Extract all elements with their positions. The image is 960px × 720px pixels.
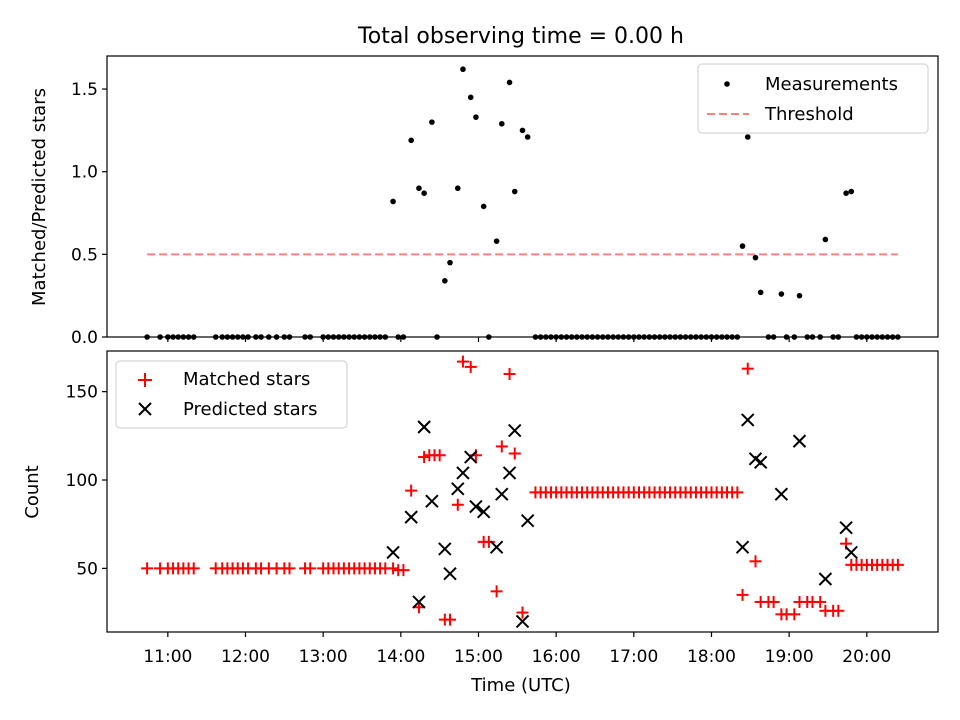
measurement-point: [481, 204, 487, 210]
measurement-point: [390, 199, 396, 205]
measurement-point: [421, 190, 427, 196]
matched-stars-point: [457, 356, 469, 368]
top-panel: 0.0 0.5 1.0 1.5 Matched/Predicted stars Mea…: [29, 56, 938, 348]
matched-stars-point: [452, 499, 464, 511]
predicted-stars-point: [439, 543, 451, 555]
matched-stars-point: [405, 485, 417, 497]
bottom-ytick-label: 50: [76, 559, 98, 579]
measurement-point: [758, 290, 764, 296]
measurement-point: [460, 66, 466, 72]
predicted-stars-point: [755, 456, 767, 468]
bottom-ytick-label: 100: [66, 471, 98, 491]
measurement-point: [779, 291, 785, 297]
measurement-point: [797, 293, 803, 299]
measurement-point: [745, 134, 751, 140]
measurement-point: [753, 255, 759, 261]
predicted-stars-point: [457, 467, 469, 479]
x-axis-label: Time (UTC): [470, 675, 571, 696]
measurement-point: [455, 185, 461, 191]
xtick-label: 12:00: [221, 647, 270, 667]
bottom-ytick-label: 150: [66, 383, 98, 403]
matched-stars-point: [509, 448, 521, 460]
predicted-stars-point: [737, 541, 749, 553]
predicted-stars-point: [418, 421, 430, 433]
predicted-stars-point: [509, 425, 521, 437]
measurement-point: [525, 134, 531, 140]
legend-measurements-label: Measurements: [765, 74, 898, 95]
matched-stars-point: [737, 589, 749, 601]
bottom-y-axis-label: Count: [22, 465, 43, 518]
predicted-stars-point: [742, 414, 754, 426]
matched-stars-point: [491, 585, 503, 597]
predicted-stars-point: [452, 483, 464, 495]
predicted-stars-point: [444, 568, 456, 580]
top-ytick-label: 0.5: [71, 245, 98, 265]
xtick-label: 14:00: [376, 647, 425, 667]
measurement-point: [494, 238, 500, 244]
predicted-stars-point: [794, 435, 806, 447]
matched-stars-point: [141, 562, 153, 574]
xtick-label: 13:00: [299, 647, 348, 667]
measurement-point: [468, 95, 474, 101]
measurement-point: [512, 189, 518, 195]
measurement-point: [416, 185, 422, 191]
measurement-point: [740, 243, 746, 249]
predicted-stars-point: [491, 541, 503, 553]
figure: Total observing time = 0.00 h 0.0 0.5 1.0 1…: [0, 0, 960, 720]
predicted-stars-point: [775, 488, 787, 500]
legend-threshold-label: Threshold: [764, 104, 854, 125]
predicted-stars-point: [845, 546, 857, 558]
legend-matched-label: Matched stars: [183, 369, 310, 390]
predicted-stars-point: [522, 515, 534, 527]
predicted-stars-point: [840, 522, 852, 534]
predicted-stars-point: [470, 501, 482, 513]
predicted-stars-point: [405, 511, 417, 523]
measurement-point: [507, 80, 513, 86]
top-ytick-label: 0.0: [71, 328, 98, 348]
measurement-point: [520, 128, 526, 134]
bottom-y-axis: 50 100 150: [66, 383, 107, 580]
x-axis: 11:00 12:00 13:00 14:00 15:00 16:00 17:00 18:00…: [143, 632, 891, 667]
legend-measurements-marker: [724, 81, 730, 87]
measurement-point: [499, 121, 505, 127]
predicted-stars-point: [387, 546, 399, 558]
predicted-stars-point: [478, 506, 490, 518]
measurement-point: [473, 114, 479, 120]
measurement-point: [848, 189, 854, 195]
xtick-label: 15:00: [454, 647, 503, 667]
xtick-label: 17:00: [609, 647, 658, 667]
matched-stars-point: [788, 608, 800, 620]
xtick-label: 19:00: [765, 647, 814, 667]
xtick-label: 18:00: [687, 647, 736, 667]
matched-stars-point: [504, 368, 516, 380]
measurement-point: [408, 138, 414, 144]
matched-stars-point: [749, 555, 761, 567]
xtick-label: 20:00: [842, 647, 891, 667]
xtick-label: 11:00: [143, 647, 192, 667]
measurement-point: [823, 237, 829, 243]
top-ytick-label: 1.0: [71, 163, 98, 183]
legend-predicted-label: Predicted stars: [183, 399, 317, 420]
predicted-stars-point: [496, 488, 508, 500]
measurement-point: [442, 278, 448, 284]
measurement-point: [843, 190, 849, 196]
matched-stars-point: [496, 440, 508, 452]
top-legend: Measurements Threshold: [698, 64, 928, 133]
predicted-stars-point: [504, 467, 516, 479]
predicted-stars-point: [819, 573, 831, 585]
xtick-label: 16:00: [532, 647, 581, 667]
matched-stars-point: [465, 361, 477, 373]
top-ytick-label: 1.5: [71, 80, 98, 100]
measurement-point: [429, 119, 435, 125]
top-y-axis-label: Matched/Predicted stars: [29, 88, 50, 306]
measurement-point: [447, 260, 453, 266]
chart-title: Total observing time = 0.00 h: [357, 24, 684, 49]
bottom-legend: Matched stars Predicted stars: [116, 361, 347, 428]
matched-stars-point: [742, 363, 754, 375]
predicted-stars-point: [426, 495, 438, 507]
